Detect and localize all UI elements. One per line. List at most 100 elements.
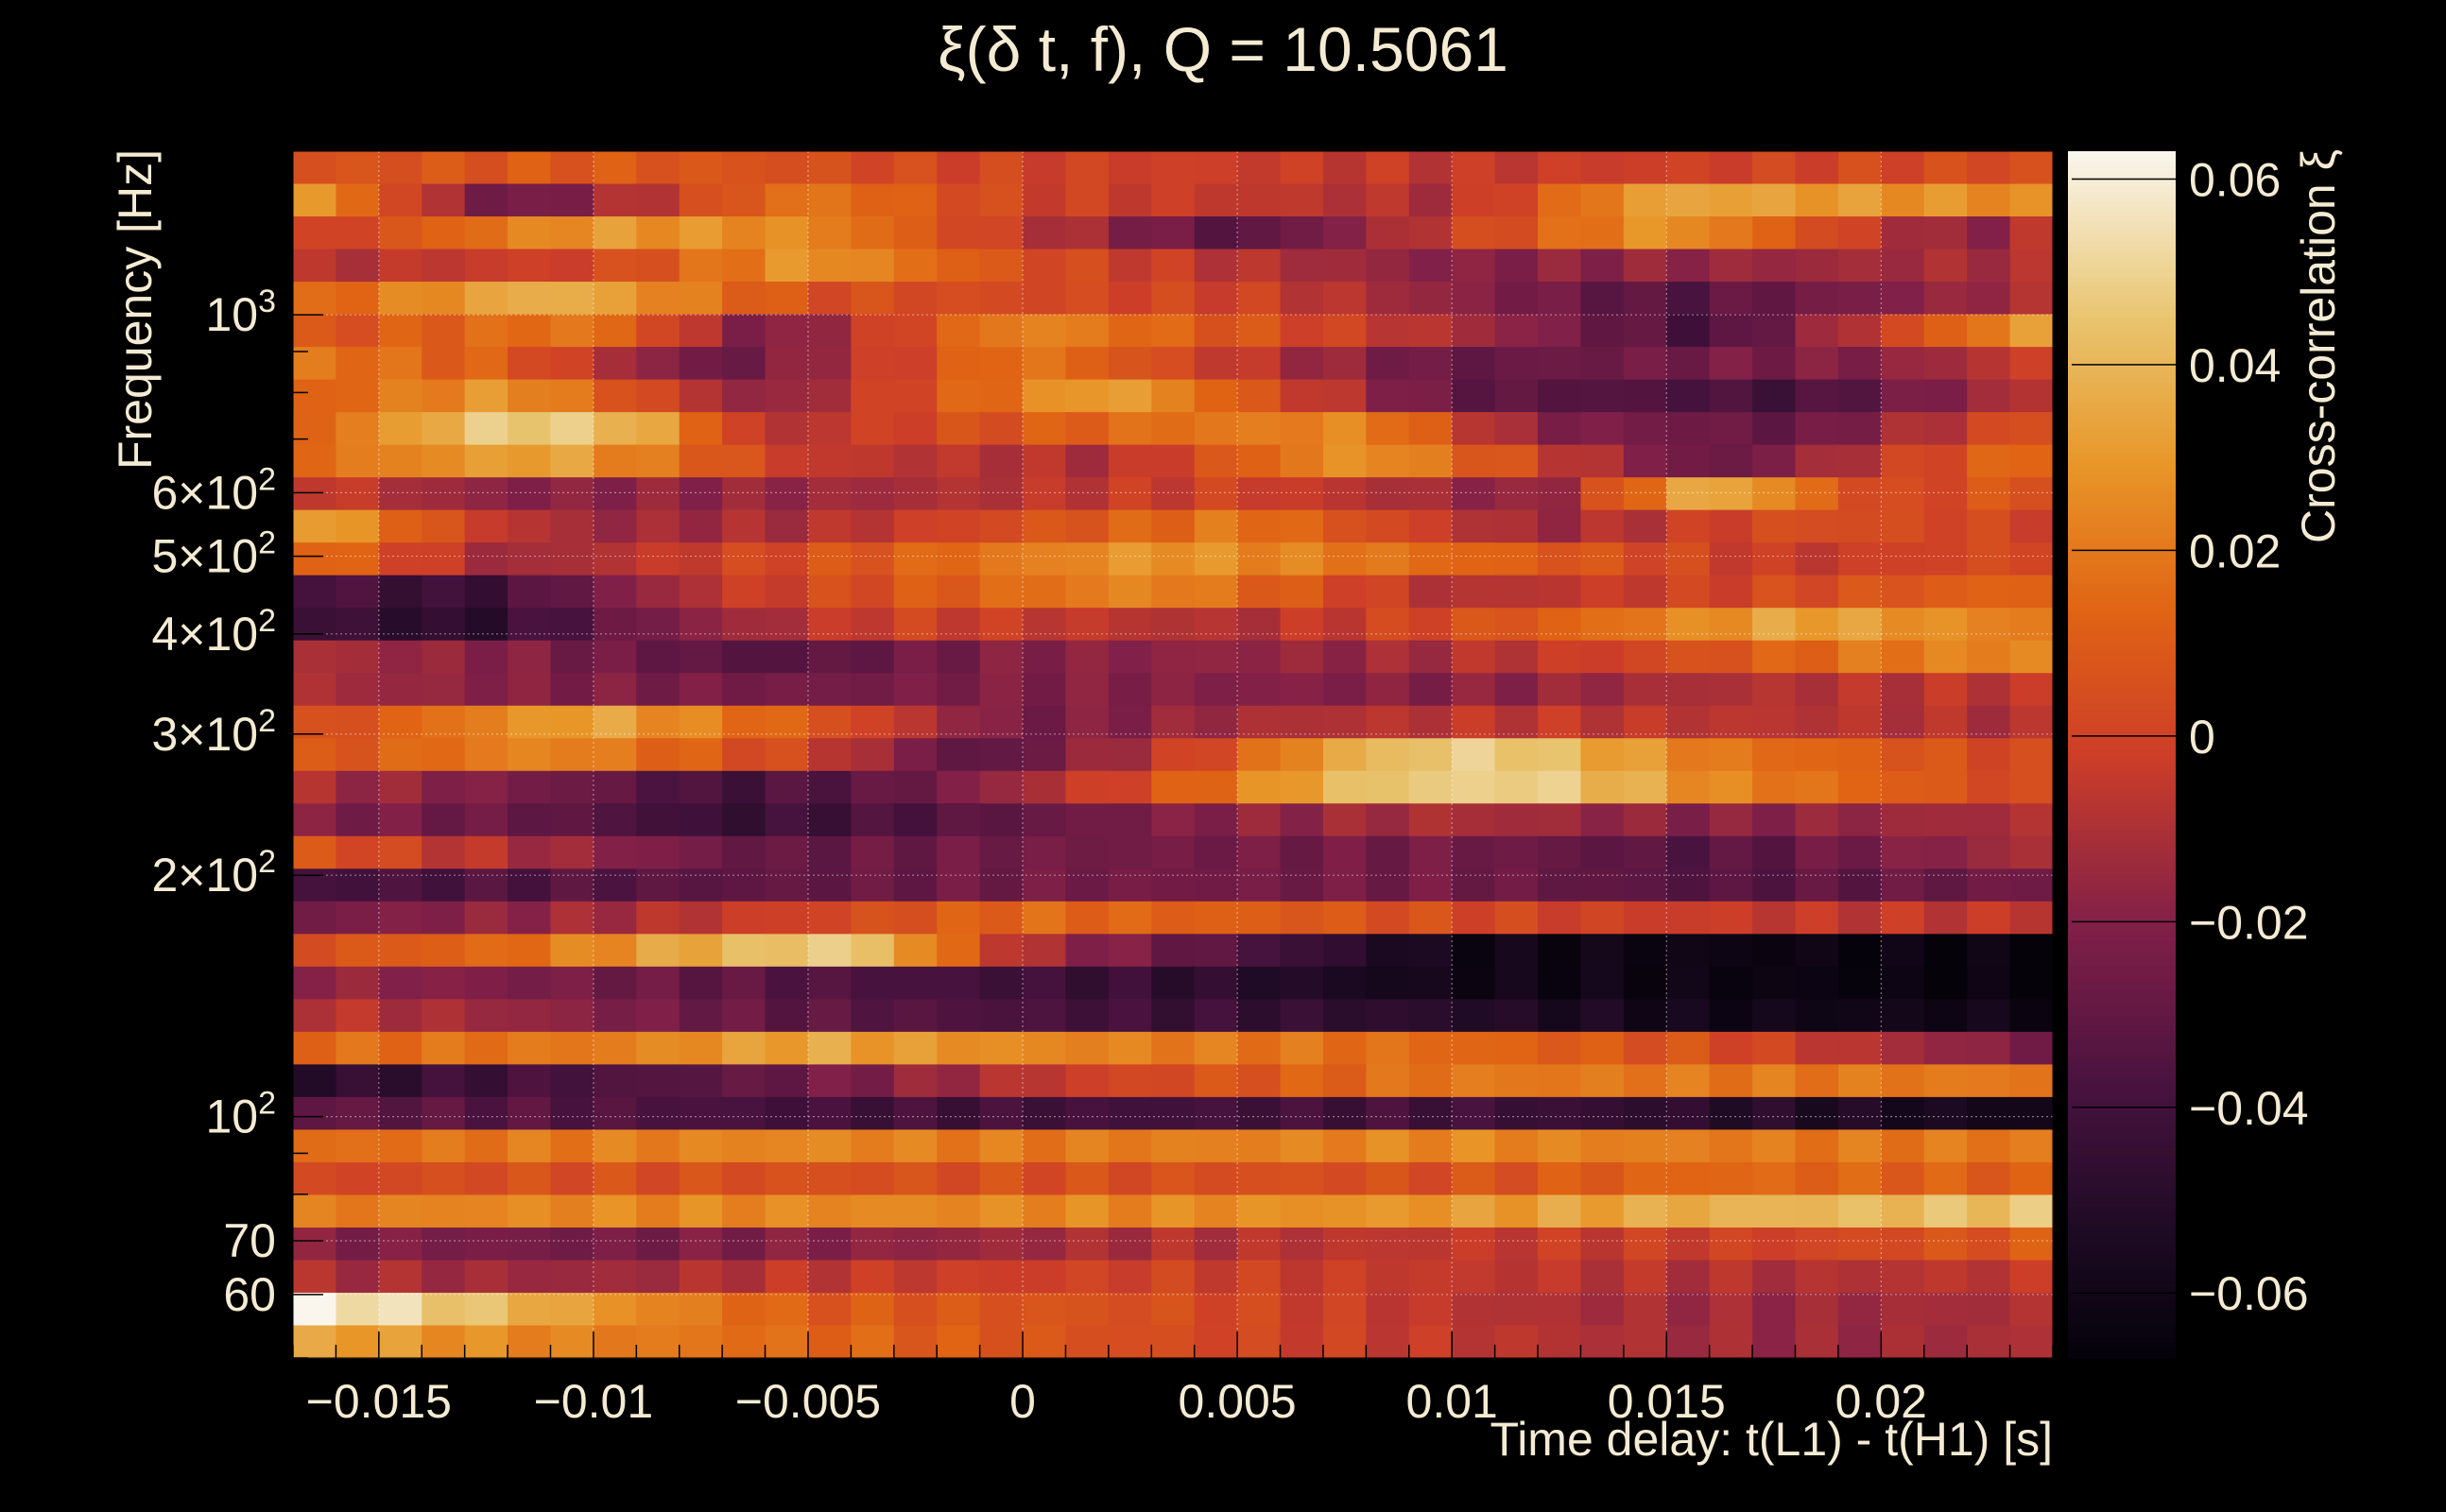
- heatmap-cell: [979, 608, 1024, 642]
- colorbar-swatch: [2068, 352, 2176, 358]
- heatmap-cell: [1065, 249, 1110, 283]
- heatmap-cell: [1967, 412, 2011, 446]
- heatmap-cell: [1795, 705, 1839, 739]
- heatmap-cell: [422, 770, 466, 804]
- x-axis: −0.015 −0.01 −0.005 0 0.005 0.01 0.015 0.02: [292, 1332, 2054, 1428]
- heatmap-cell: [1151, 314, 1196, 348]
- heatmap-cell: [508, 608, 552, 642]
- heatmap-cell: [1538, 509, 1582, 543]
- heatmap-cell: [1623, 640, 1667, 674]
- heatmap-cell: [636, 608, 680, 642]
- colorbar-swatch: [2068, 336, 2176, 343]
- colorbar-swatch: [2068, 1242, 2176, 1248]
- heatmap-cell: [550, 1260, 594, 1294]
- heatmap-cell: [336, 673, 380, 707]
- heatmap-cell: [1452, 1096, 1496, 1130]
- heatmap-cell: [422, 901, 466, 935]
- colorbar-swatch: [2068, 301, 2176, 308]
- colorbar-swatch: [2068, 251, 2176, 258]
- heatmap-cell: [550, 216, 594, 250]
- heatmap-cell: [1408, 216, 1453, 250]
- colorbar-swatch: [2068, 990, 2176, 997]
- heatmap-cell: [508, 738, 552, 772]
- heatmap-cell: [1322, 705, 1367, 739]
- heatmap-cell: [1881, 1292, 1925, 1327]
- heatmap-cell: [937, 1292, 981, 1327]
- heatmap-cell: [1237, 868, 1282, 902]
- colorbar-swatch: [2068, 427, 2176, 434]
- heatmap-cell: [1237, 835, 1282, 869]
- heatmap-cell: [1237, 379, 1282, 413]
- chart-title: ξ(δ t, f), Q = 10.5061: [938, 14, 1508, 84]
- heatmap-cell: [593, 412, 637, 446]
- heatmap-cell: [851, 640, 895, 674]
- heatmap-cell: [550, 1325, 594, 1359]
- heatmap-cell: [422, 1194, 466, 1228]
- heatmap-cell: [378, 640, 422, 674]
- heatmap-cell: [1322, 770, 1367, 804]
- heatmap-cell: [1237, 901, 1282, 935]
- heatmap-cell: [336, 999, 380, 1033]
- heatmap-cell: [893, 542, 938, 576]
- heatmap-cell: [1194, 412, 1238, 446]
- heatmap-cell: [1151, 575, 1196, 609]
- colorbar-swatch: [2068, 1297, 2176, 1304]
- heatmap-cell: [1108, 966, 1152, 1000]
- colorbar-swatch: [2068, 639, 2176, 645]
- heatmap-cell: [1923, 282, 1968, 316]
- colorbar-swatch: [2068, 1066, 2176, 1073]
- heatmap-cell: [336, 379, 380, 413]
- heatmap-cell: [636, 1292, 680, 1327]
- heatmap-cell: [1795, 412, 1839, 446]
- heatmap-cell: [1967, 803, 2011, 837]
- heatmap-cell: [508, 705, 552, 739]
- heatmap-cell: [464, 575, 508, 609]
- heatmap-cell: [1366, 1031, 1410, 1065]
- colorbar-swatch: [2068, 1211, 2176, 1218]
- colorbar-swatch: [2068, 598, 2176, 605]
- heatmap-cell: [1837, 966, 1882, 1000]
- heatmap-cell: [1795, 477, 1839, 511]
- heatmap-cell: [1408, 151, 1453, 185]
- heatmap-cell: [336, 282, 380, 316]
- heatmap-cell: [1494, 705, 1539, 739]
- heatmap-cell: [1280, 901, 1324, 935]
- heatmap-cell: [1538, 608, 1582, 642]
- heatmap-cell: [1752, 901, 1797, 935]
- heatmap-cell: [1280, 282, 1324, 316]
- colorbar-swatch: [2068, 327, 2176, 334]
- heatmap-cell: [1881, 673, 1925, 707]
- heatmap-cell: [1709, 1064, 1753, 1098]
- heatmap-cell: [1837, 608, 1882, 642]
- heatmap-cell: [593, 542, 637, 576]
- heatmap-cell: [336, 249, 380, 283]
- heatmap-cell: [937, 1096, 981, 1130]
- heatmap-cell: [1280, 477, 1324, 511]
- heatmap-cell: [765, 738, 809, 772]
- heatmap-cell: [1280, 868, 1324, 902]
- heatmap-cell: [422, 509, 466, 543]
- heatmap-cell: [893, 1161, 938, 1196]
- heatmap-cell: [1837, 705, 1882, 739]
- heatmap-cell: [1237, 347, 1282, 381]
- colorbar-swatch: [2068, 1021, 2176, 1027]
- heatmap-cell: [679, 509, 723, 543]
- heatmap-cell: [1452, 1031, 1496, 1065]
- heatmap-cell: [422, 608, 466, 642]
- heatmap-cell: [336, 509, 380, 543]
- heatmap-cell: [679, 835, 723, 869]
- heatmap-cell: [937, 1194, 981, 1228]
- heatmap-cell: [1923, 477, 1968, 511]
- colorbar-swatch: [2068, 372, 2176, 379]
- heatmap-cell: [1923, 705, 1968, 739]
- heatmap-cell: [1538, 412, 1582, 446]
- heatmap-cell: [1538, 1064, 1582, 1098]
- heatmap-cell: [979, 509, 1024, 543]
- heatmap-cell: [1752, 608, 1797, 642]
- heatmap-cell: [550, 1064, 594, 1098]
- heatmap-cell: [1237, 216, 1282, 250]
- heatmap-cell: [1322, 542, 1367, 576]
- heatmap-cell: [1538, 347, 1582, 381]
- heatmap-cell: [1967, 673, 2011, 707]
